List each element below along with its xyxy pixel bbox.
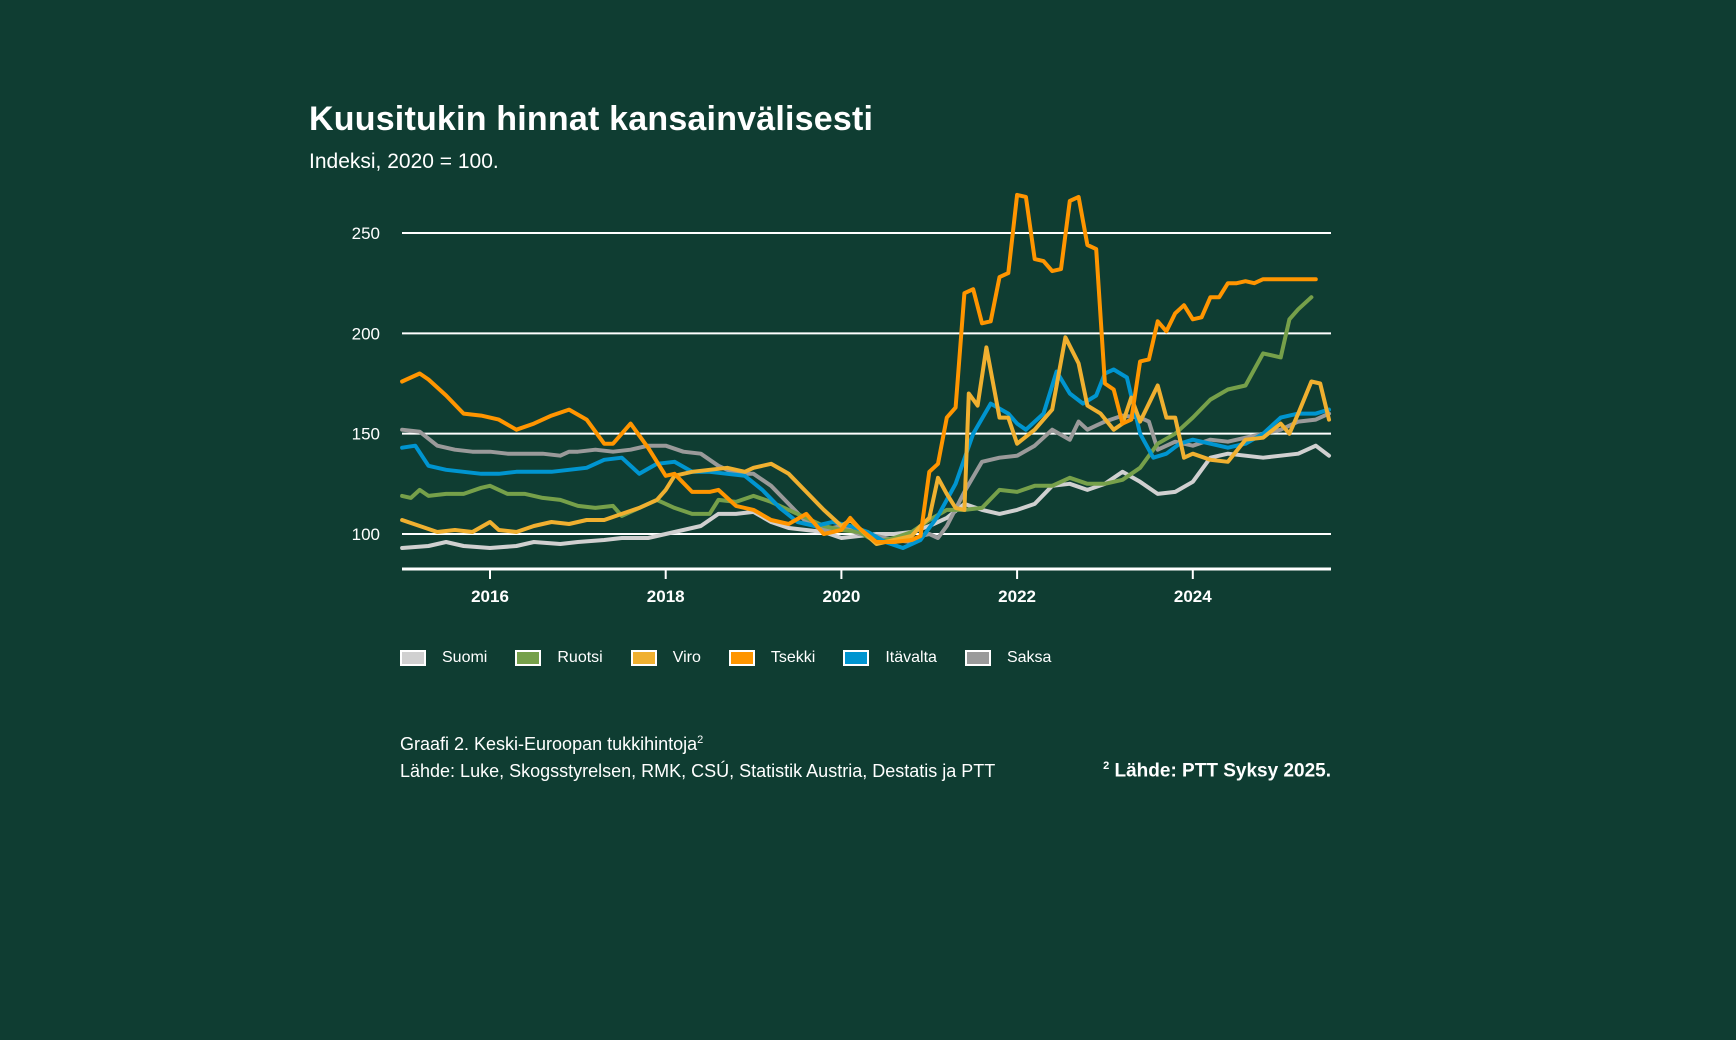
line-chart: 100 150 200 250 2016 2018 2020 2022 2024 [352, 192, 1331, 606]
caption-text: Graafi 2. Keski-Euroopan tukkihintoja [400, 734, 698, 754]
legend-item-ruotsi: Ruotsi [515, 649, 603, 667]
x-tick-label: 2018 [647, 587, 685, 606]
footnote: 2 Lähde: PTT Syksy 2025. [1103, 760, 1331, 782]
legend-label: Viro [672, 649, 701, 666]
legend-label: Ruotsi [557, 649, 603, 666]
legend-item-tsekki: Tsekki [728, 649, 816, 667]
footnote-text: Lähde: PTT Syksy 2025. [1114, 760, 1332, 782]
chart-subtitle: Indeksi, 2020 = 100. [309, 150, 499, 173]
y-tick-label: 250 [352, 224, 380, 243]
series-lines [400, 192, 1331, 550]
series-line-viro [400, 335, 1331, 546]
legend-swatch [400, 650, 426, 666]
legend-label: Tsekki [770, 649, 816, 666]
y-axis-labels: 100 150 200 250 [352, 224, 380, 544]
legend-item-viro: Viro [630, 649, 701, 667]
y-tick-label: 150 [352, 425, 380, 444]
x-tick-label: 2022 [998, 587, 1036, 606]
series-line-tsekki [400, 192, 1318, 544]
series-line-itävalta [400, 367, 1331, 550]
x-tick-label: 2024 [1174, 587, 1212, 606]
legend-swatch [515, 650, 542, 666]
legend-swatch [630, 650, 657, 666]
x-tick-label: 2016 [471, 587, 509, 606]
sources-text: Lähde: Luke, Skogsstyrelsen, RMK, CSÚ, S… [400, 761, 996, 781]
footnote-superscript: 2 [1103, 760, 1110, 772]
legend: Suomi Ruotsi Viro Tsekki Itävalta Saksa [400, 649, 1079, 667]
x-tick-label: 2020 [822, 587, 860, 606]
legend-item-itävalta: Itävalta [843, 649, 937, 667]
figure-caption: Graafi 2. Keski-Euroopan tukkihintoja2 [400, 734, 703, 755]
chart-title: Kuusitukin hinnat kansainvälisesti [309, 100, 874, 138]
caption-superscript: 2 [697, 734, 704, 746]
legend-swatch [843, 650, 870, 666]
gridlines [402, 232, 1331, 535]
legend-label: Itävalta [885, 649, 937, 666]
legend-swatch [964, 650, 991, 666]
legend-item-saksa: Saksa [964, 649, 1052, 667]
legend-label: Saksa [1006, 649, 1052, 666]
x-axis: 2016 2018 2020 2022 2024 [402, 567, 1331, 606]
legend-label: Suomi [442, 649, 488, 666]
legend-item-suomi: Suomi [400, 649, 487, 667]
y-tick-label: 200 [352, 324, 380, 343]
series-line-suomi [400, 443, 1331, 550]
y-tick-label: 100 [352, 525, 380, 544]
legend-swatch [728, 650, 755, 666]
